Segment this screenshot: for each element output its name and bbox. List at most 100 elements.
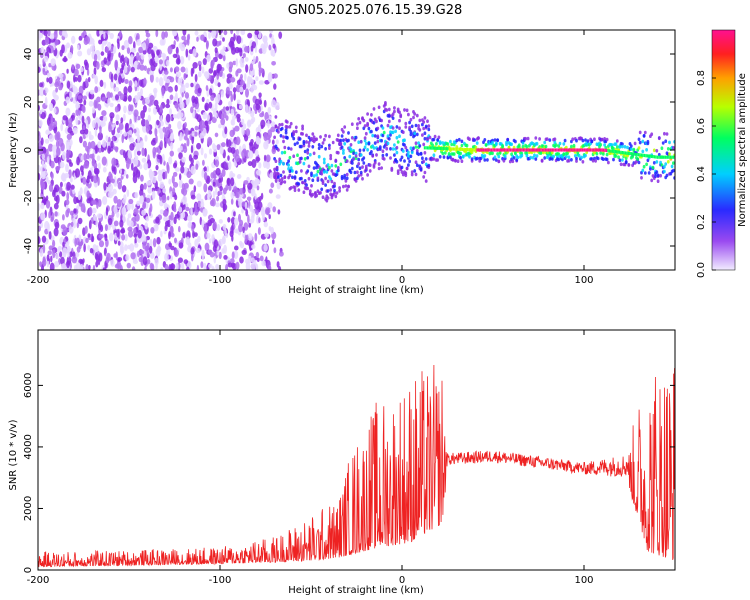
colorbar-label: Normalized spectral amplitude [737,73,748,227]
spectrogram-cell [342,138,345,143]
spectrogram-cell [621,142,624,146]
spectrogram-cell [449,139,452,144]
spectrogram-cell [603,137,606,141]
spectrogram-cell [324,176,327,181]
spectrogram-cell [195,113,199,120]
spectrogram-cell [75,63,81,69]
spectrogram-cell [125,174,129,179]
spectrogram-cell [263,99,267,108]
spectrogram-cell [62,241,65,247]
spectrogram-cell [277,148,280,152]
spectrogram-cell [432,137,436,142]
spectrogram-cell [599,151,603,155]
spectrogram-cell [177,120,182,130]
spectrogram-cell [377,162,381,166]
spectrogram-cell [137,135,140,143]
spectrogram-cell [50,255,53,263]
spectrogram-cell [371,154,375,158]
spectrogram-cell [573,154,577,158]
spectrogram-cell [262,37,267,43]
spectrogram-cell [194,30,199,36]
spectrogram-cell [114,106,119,113]
spectrogram-cell [252,84,258,91]
spectrogram-cell [40,171,46,180]
spectrogram-cell [661,141,665,145]
spectrogram-cell [50,115,54,125]
spectrogram-cell [596,156,600,161]
spectrogram-cell [605,137,609,142]
spectrogram-cell [103,81,107,89]
spectrogram-cell [319,191,322,195]
spectrogram-cell [665,173,669,178]
spectrogram-cell [336,166,340,170]
spectrogram-cell [548,138,552,142]
spectrogram-cell [158,59,163,65]
spectrogram-cell [213,70,216,78]
spectrogram-cell [81,170,84,176]
snr-xtick-label: 100 [574,575,593,586]
spectrogram-cell [216,93,221,102]
spectrogram-cell [110,140,114,149]
spectrogram-cell [284,130,288,135]
spectrogram-cell [196,142,202,150]
spectrogram-cell [40,46,45,54]
spectrogram-cell [200,201,205,208]
spectrogram-cell [509,148,512,152]
spectrogram-cell [560,148,563,152]
spectrogram-cell [238,223,243,233]
spectrogram-cell [196,180,202,188]
spectrogram-cell [208,148,213,155]
spectrogram-cell [225,106,230,111]
spectrogram-cell [148,70,155,76]
spectrogram-cell [277,209,281,215]
spectrogram-cell [573,148,576,152]
spectrogram-cell [185,236,191,246]
spectrogram-cell [385,153,389,157]
spectrogram-cell [339,141,343,146]
spectrogram-cell [168,156,173,165]
spectrogram-cell [222,37,225,42]
spectrogram-cell [194,96,199,105]
spectrogram-cell [463,147,465,152]
spectrogram-cell [213,239,219,249]
spectrogram-cell [444,147,446,151]
spectrogram-cell [577,153,581,158]
spectrogram-cell [179,112,184,118]
spectrogram-cell [273,175,276,179]
spectrogram-cell [321,181,325,185]
spectrogram-cell [119,168,123,175]
spectrogram-cell [128,198,134,205]
spectrogram-cell [64,173,70,178]
spectrogram-cell [280,177,284,181]
spectrogram-cell [86,68,90,76]
spectrogram-cell [54,81,60,88]
spectrogram-cell [672,161,675,165]
spectrogram-cell [181,156,186,163]
spectrogram-cell [256,185,260,191]
spectrogram-cell [152,146,157,156]
spectrogram-cell [148,107,151,113]
spectrogram-cell [419,167,423,172]
spectrogram-cell [298,137,302,141]
spectrogram-cell [385,146,389,151]
spectrogram-cell [205,85,209,92]
spectrogram-cell [347,138,350,143]
spectrogram-cell [640,176,643,180]
spectrogram-cell [54,39,59,46]
spectrogram-cell [328,146,331,150]
spectrogram-cell [68,117,73,125]
spectrogram-cell [172,114,179,119]
spectrogram-cell [399,114,403,119]
spectrogram-cell [247,233,253,241]
spectrogram-cell [350,166,354,171]
spectrogram-cell [289,166,293,170]
spectrogram-cell [623,151,625,155]
spectrogram-cell [119,246,125,254]
spectrogram-cell [336,168,340,173]
spectrogram-cell [614,154,618,158]
spectrogram-cell [55,87,58,93]
spectrogram-cell [415,149,419,153]
spectrogram-cell [302,161,306,166]
spectrogram-cell [229,77,236,83]
spectrogram-cell [48,183,54,192]
